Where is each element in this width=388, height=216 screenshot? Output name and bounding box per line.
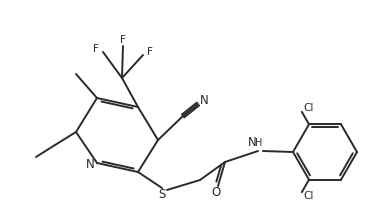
Text: F: F — [120, 35, 126, 45]
Text: N: N — [86, 157, 94, 170]
Text: F: F — [93, 44, 99, 54]
Text: H: H — [255, 138, 263, 148]
Text: S: S — [158, 187, 166, 200]
Text: N: N — [199, 94, 208, 106]
Text: Cl: Cl — [304, 103, 314, 113]
Text: O: O — [211, 186, 221, 200]
Text: N: N — [248, 137, 256, 149]
Text: F: F — [147, 47, 153, 57]
Text: Cl: Cl — [304, 191, 314, 201]
